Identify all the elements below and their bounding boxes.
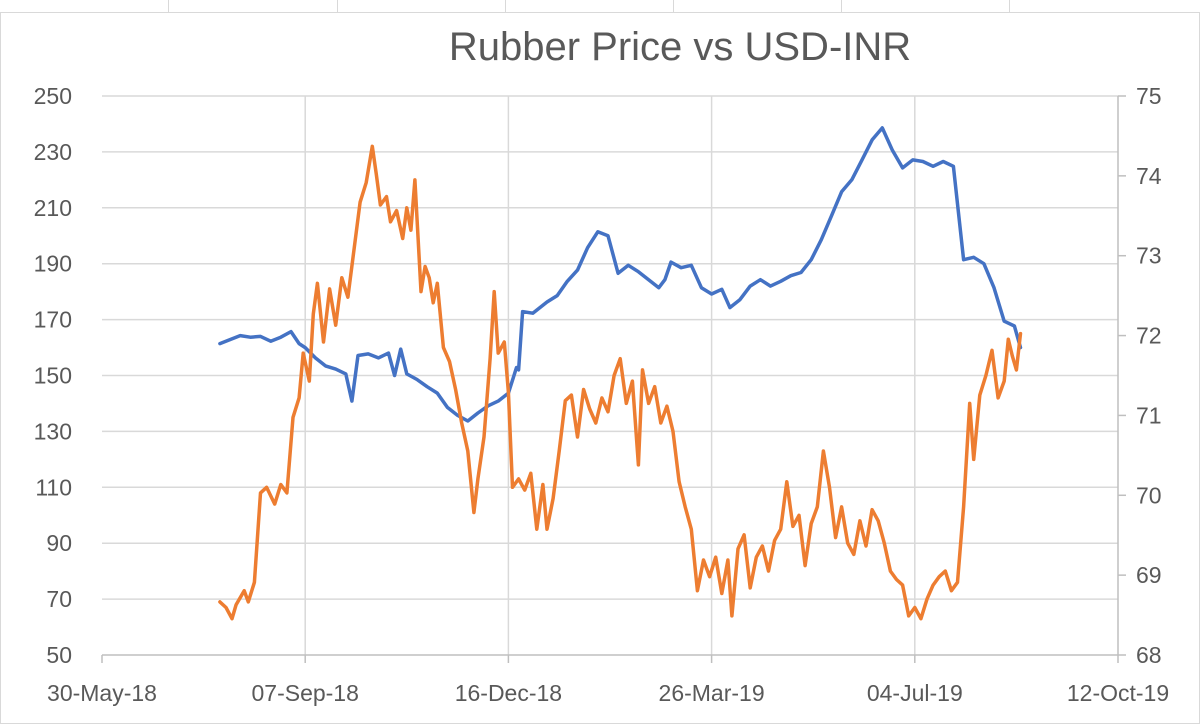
y-left-tick-label: 90 [46, 530, 72, 556]
y-right-tick-label: 69 [1136, 562, 1162, 588]
y-left-tick-label: 170 [34, 307, 72, 333]
x-tick-label: 04-Jul-19 [867, 680, 963, 706]
x-tick-label: 12-Oct-19 [1067, 680, 1169, 706]
y-left-tick-label: 150 [34, 363, 72, 389]
rubber-price-line [218, 144, 1023, 621]
y-left-tick-label: 230 [34, 139, 72, 165]
y-left-tick-label: 110 [35, 474, 72, 500]
chart-title: Rubber Price vs USD-INR [449, 25, 911, 69]
x-tick-label: 16-Dec-18 [455, 680, 562, 706]
x-tick-label: 07-Sep-18 [251, 680, 358, 706]
y-right-tick-label: 73 [1136, 243, 1162, 269]
y-right-tick-label: 70 [1136, 482, 1162, 508]
y-right-tick-label: 71 [1136, 402, 1162, 428]
y-right-tick-label: 68 [1136, 642, 1162, 668]
grid-lines [102, 95, 1118, 655]
usd-inr-line [218, 126, 1023, 423]
y-right-tick-label: 72 [1136, 323, 1162, 349]
y-right-tick-label: 75 [1136, 83, 1162, 109]
tick-labels: 250 230 210 190 170 150 130 110 90 70 50 30-May-18 0… [34, 83, 1170, 706]
axes [101, 95, 1126, 663]
x-tick-label: 30-May-18 [47, 680, 157, 706]
x-tick-label: 26-Mar-19 [659, 680, 765, 706]
y-right-tick-label: 74 [1136, 163, 1162, 189]
top-border-strip [0, 0, 1202, 12]
series-group [218, 126, 1023, 621]
y-left-tick-label: 130 [34, 418, 72, 444]
y-left-tick-label: 210 [34, 195, 72, 221]
y-left-tick-label: 190 [34, 251, 72, 277]
chart-frame [0, 12, 1200, 724]
y-left-tick-label: 50 [46, 642, 72, 668]
y-left-tick-label: 70 [46, 586, 72, 612]
y-left-tick-label: 250 [34, 83, 72, 109]
